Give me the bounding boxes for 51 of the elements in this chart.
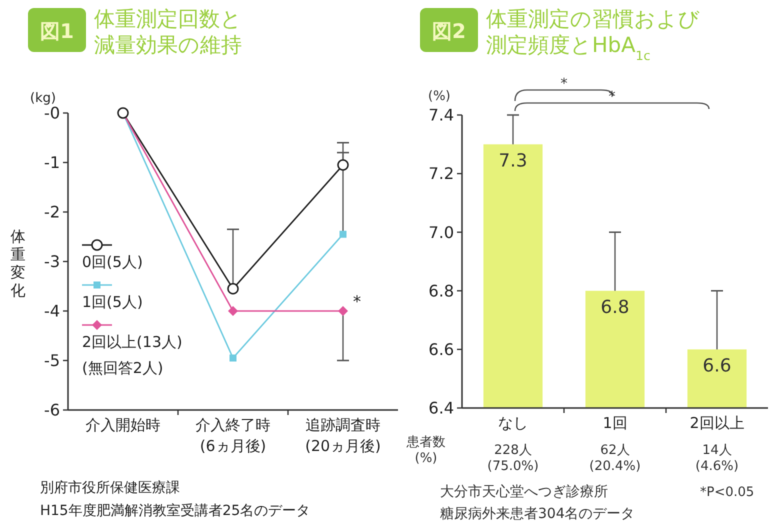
- y-tick-label: 6.8: [428, 281, 454, 300]
- text: 糖尿病外来患者304名のデータ: [440, 506, 635, 521]
- y-axis-title: 体重変化: [10, 228, 26, 300]
- text: 62人 (20.4%): [589, 443, 641, 474]
- annotation: *: [353, 292, 361, 311]
- chart-subtitle: 体重測定回数と減量効果の維持: [94, 7, 242, 57]
- y-tick-label: -3: [44, 252, 60, 272]
- x-tick-label: 介入終了時 (6ヵ月後): [196, 416, 270, 455]
- point: [338, 306, 348, 316]
- y-tick-label: -2: [44, 202, 60, 222]
- y-tick-label: 7.4: [428, 106, 454, 125]
- y-tick-label: 7.0: [428, 222, 454, 242]
- x-tick-label: 介入開始時: [86, 416, 160, 434]
- text: 大分市天心堂へつぎ診療所: [440, 484, 608, 500]
- point: [230, 354, 236, 362]
- y-tick-label: -5: [44, 351, 60, 370]
- text: *: [608, 89, 616, 105]
- text: 患者数 (%): [406, 435, 446, 466]
- y-tick-label: -0: [44, 104, 60, 123]
- point: [228, 306, 238, 316]
- point: [340, 230, 346, 238]
- x-tick-label: 2回以上: [690, 414, 744, 432]
- chart-subtitle: 体重測定の習慣および測定頻度とHbA$_{1c}$: [486, 7, 700, 62]
- text: (kg): [30, 91, 56, 106]
- legend-label: 1回(5人): [82, 293, 143, 311]
- chart-title: 図1: [40, 19, 74, 43]
- text: *P<0.05: [700, 485, 754, 500]
- y-tick-label: -6: [44, 400, 60, 420]
- x-tick-label: なし: [498, 414, 528, 432]
- legend-label: 0回(5人): [82, 253, 143, 271]
- point: [337, 159, 349, 171]
- x-tick-label: 1回: [602, 414, 628, 432]
- data-label: 6.8: [600, 296, 630, 318]
- data-label: 6.6: [702, 355, 732, 376]
- y-tick-label: 6.4: [428, 398, 454, 418]
- chart-title: 図2: [432, 19, 466, 43]
- y-tick-label: 6.6: [428, 340, 454, 359]
- text: 別府市役所保健医療課: [40, 480, 180, 496]
- data-label: 7.3: [498, 150, 528, 172]
- text: H15年度肥満解消教室受講者25名のデータ: [40, 503, 310, 519]
- point: [227, 282, 239, 294]
- text: 228人 (75.0%): [487, 443, 539, 474]
- y-tick-label: -4: [44, 302, 60, 321]
- legend-label: 2回以上(13人): [82, 333, 182, 351]
- text: *: [560, 76, 568, 92]
- y-tick-label: 7.2: [428, 164, 454, 184]
- text: 14人 (4.6%): [695, 443, 739, 474]
- annotation: (無回答2人): [82, 359, 164, 377]
- x-tick-label: 追跡調査時 (20ヵ月後): [305, 416, 381, 455]
- y-tick-label: -1: [44, 153, 60, 172]
- text: (%): [428, 89, 450, 104]
